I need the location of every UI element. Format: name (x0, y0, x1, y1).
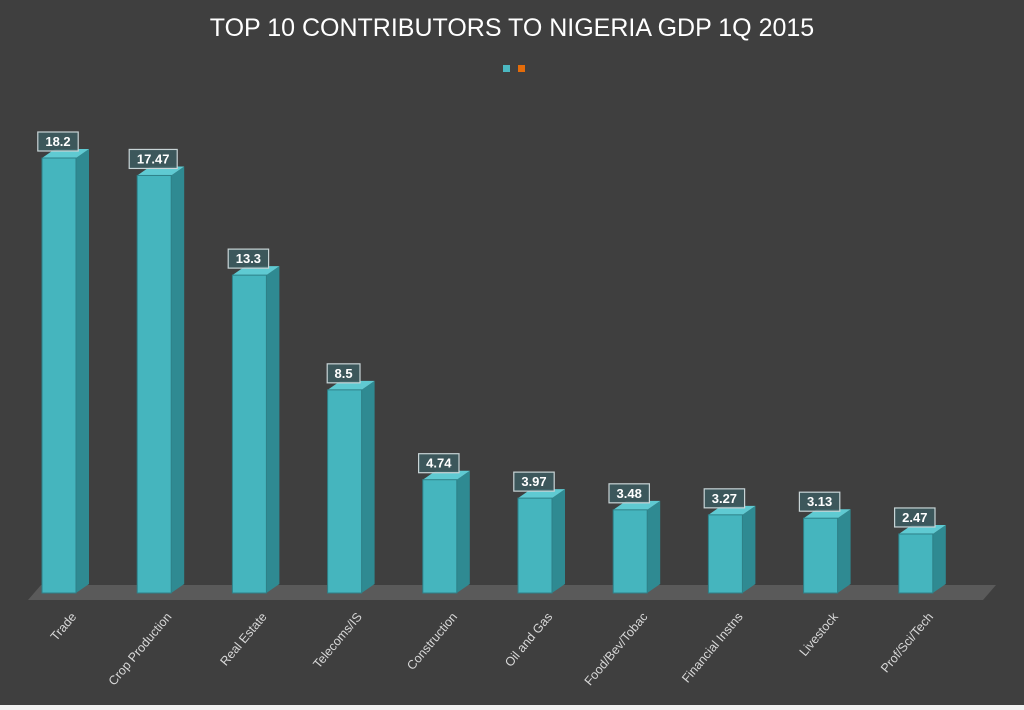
category-label: Financial Instns (679, 610, 746, 686)
bar: 3.97 (513, 471, 565, 594)
category-label: Telecoms/IS (310, 610, 364, 671)
data-label-box (703, 488, 746, 509)
bar: 18.2 (37, 131, 89, 594)
data-label: 3.13 (807, 494, 832, 509)
category-label: Crop Production (106, 610, 175, 688)
data-label: 8.5 (335, 366, 353, 381)
bar: 4.74 (418, 453, 470, 594)
bar-side (647, 500, 661, 593)
chart-title: TOP 10 CONTRIBUTORS TO NIGERIA GDP 1Q 20… (209, 14, 815, 42)
data-label-box (893, 507, 936, 528)
bar-side (171, 166, 185, 593)
category-label: Livestock (797, 609, 842, 658)
category-label: Prof/Sci/Tech (878, 610, 936, 675)
bar-front (612, 509, 648, 594)
data-label-box (326, 363, 361, 384)
bar-front (327, 389, 363, 594)
legend-swatch (503, 65, 510, 72)
category-label: Trade (48, 610, 79, 644)
bar: 3.48 (608, 483, 661, 594)
legend-swatch (518, 65, 525, 72)
bar: 3.13 (798, 491, 851, 594)
data-label: 18.2 (45, 134, 70, 149)
bar: 3.27 (703, 488, 756, 594)
bar: 13.3 (227, 248, 280, 594)
category-label: Oil and Gas (502, 610, 555, 670)
bar: 8.5 (326, 363, 375, 594)
category-label: Construction (404, 610, 460, 673)
bar-front (231, 274, 267, 594)
category-labels: Trade Crop Production Real Estate Telecoms/… (48, 609, 936, 688)
data-label-box (608, 483, 651, 504)
bar-side (361, 380, 375, 593)
bar-front (803, 517, 839, 594)
bar-front (422, 479, 458, 594)
bar-side (742, 505, 756, 593)
data-label-box (37, 131, 79, 152)
bar-side (266, 266, 280, 593)
bar-front (41, 157, 77, 594)
data-label-box (418, 453, 460, 474)
data-label: 3.97 (521, 474, 546, 489)
category-label: Real Estate (217, 610, 269, 669)
data-label-box (227, 248, 270, 269)
bar-front (707, 514, 743, 594)
bar-side (456, 470, 470, 593)
bars: 18.2 17.47 13.3 8.5 4.74 3.97 3.48 3.27 3.13 2.47 (37, 131, 946, 594)
data-label-box (513, 471, 555, 492)
data-label: 3.48 (617, 486, 642, 501)
bar-front (898, 533, 934, 594)
bar-front (517, 497, 553, 594)
bottom-strip (0, 705, 1024, 710)
bar: 17.47 (128, 148, 185, 594)
bar: 2.47 (893, 507, 946, 594)
data-label: 13.3 (236, 251, 261, 266)
data-label: 4.74 (426, 456, 452, 471)
data-label: 2.47 (902, 510, 927, 525)
bar-side (837, 509, 851, 593)
bar-side (552, 489, 565, 593)
legend (503, 65, 525, 72)
data-label-box (798, 491, 841, 512)
bar-side (76, 149, 89, 593)
data-label: 17.47 (137, 151, 170, 166)
category-label: Food/Bev/Tobac (582, 610, 651, 688)
data-label-box (128, 148, 178, 170)
bar-side (932, 524, 946, 593)
data-label: 3.27 (712, 491, 737, 506)
bar-front (136, 174, 172, 594)
